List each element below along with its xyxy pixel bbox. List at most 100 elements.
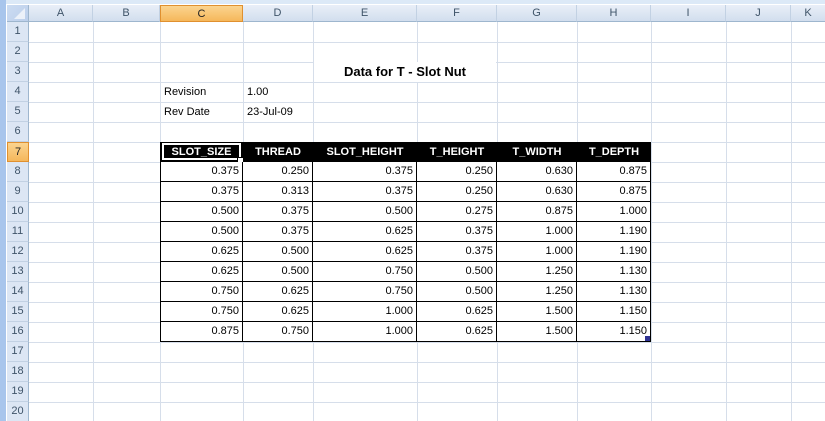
column-header-F[interactable]: F — [417, 5, 497, 22]
row-header-12[interactable]: 12 — [7, 242, 29, 262]
cell-H13[interactable]: 1.130 — [577, 262, 651, 282]
row-header-5[interactable]: 5 — [7, 102, 29, 122]
gridline-vertical — [726, 22, 727, 421]
row-header-6[interactable]: 6 — [7, 122, 29, 142]
column-header-A[interactable]: A — [29, 5, 93, 22]
cell-D10[interactable]: 0.375 — [243, 202, 313, 222]
row-header-17[interactable]: 17 — [7, 342, 29, 362]
cell-C10[interactable]: 0.500 — [160, 202, 243, 222]
column-header-H[interactable]: H — [577, 5, 651, 22]
cell-rev-date-label[interactable]: Rev Date — [164, 106, 210, 118]
cell-D15[interactable]: 0.625 — [243, 302, 313, 322]
row-header-9[interactable]: 9 — [7, 182, 29, 202]
cell-H8[interactable]: 0.875 — [577, 162, 651, 182]
cell-H16[interactable]: 1.150 — [577, 322, 651, 342]
row-header-8[interactable]: 8 — [7, 162, 29, 182]
cell-D8[interactable]: 0.250 — [243, 162, 313, 182]
cell-C9[interactable]: 0.375 — [160, 182, 243, 202]
cell-G13[interactable]: 1.250 — [497, 262, 577, 282]
cell-D14[interactable]: 0.625 — [243, 282, 313, 302]
cell-G15[interactable]: 1.500 — [497, 302, 577, 322]
cell-D12[interactable]: 0.500 — [243, 242, 313, 262]
cell-F16[interactable]: 0.625 — [417, 322, 497, 342]
cell-G11[interactable]: 1.000 — [497, 222, 577, 242]
cell-C13[interactable]: 0.625 — [160, 262, 243, 282]
row-header-13[interactable]: 13 — [7, 262, 29, 282]
table-header-T_HEIGHT[interactable]: T_HEIGHT — [417, 142, 497, 162]
cell-C15[interactable]: 0.750 — [160, 302, 243, 322]
cell-E16[interactable]: 1.000 — [313, 322, 417, 342]
cell-G9[interactable]: 0.630 — [497, 182, 577, 202]
cell-D13[interactable]: 0.500 — [243, 262, 313, 282]
cell-G14[interactable]: 1.250 — [497, 282, 577, 302]
cell-D16[interactable]: 0.750 — [243, 322, 313, 342]
cell-H10[interactable]: 1.000 — [577, 202, 651, 222]
cell-revision-value[interactable]: 1.00 — [247, 86, 269, 98]
table-header-SLOT_HEIGHT[interactable]: SLOT_HEIGHT — [313, 142, 417, 162]
cell-E15[interactable]: 1.000 — [313, 302, 417, 322]
cell-C8[interactable]: 0.375 — [160, 162, 243, 182]
cell-E10[interactable]: 0.500 — [313, 202, 417, 222]
cell-rev-date-value[interactable]: 23-Jul-09 — [247, 106, 293, 118]
row-header-11[interactable]: 11 — [7, 222, 29, 242]
row-header-1[interactable]: 1 — [7, 22, 29, 42]
fill-handle[interactable] — [238, 158, 243, 163]
cell-F14[interactable]: 0.500 — [417, 282, 497, 302]
cell-F10[interactable]: 0.275 — [417, 202, 497, 222]
cell-G12[interactable]: 1.000 — [497, 242, 577, 262]
cell-title[interactable]: Data for T - Slot Nut — [314, 62, 496, 82]
row-header-18[interactable]: 18 — [7, 362, 29, 382]
cell-H14[interactable]: 1.130 — [577, 282, 651, 302]
row-header-10[interactable]: 10 — [7, 202, 29, 222]
column-header-G[interactable]: G — [497, 5, 577, 22]
cell-H12[interactable]: 1.190 — [577, 242, 651, 262]
cell-C14[interactable]: 0.750 — [160, 282, 243, 302]
column-header-B[interactable]: B — [93, 5, 160, 22]
column-header-I[interactable]: I — [651, 5, 726, 22]
cell-G8[interactable]: 0.630 — [497, 162, 577, 182]
column-header-C[interactable]: C — [160, 5, 243, 22]
column-header-D[interactable]: D — [243, 5, 313, 22]
row-header-16[interactable]: 16 — [7, 322, 29, 342]
cell-E9[interactable]: 0.375 — [313, 182, 417, 202]
row-header-19[interactable]: 19 — [7, 382, 29, 402]
cell-F15[interactable]: 0.625 — [417, 302, 497, 322]
row-header-7[interactable]: 7 — [7, 142, 29, 162]
select-all-button[interactable] — [7, 5, 29, 22]
row-header-2[interactable]: 2 — [7, 42, 29, 62]
cell-E14[interactable]: 0.750 — [313, 282, 417, 302]
table-header-SLOT_SIZE[interactable]: SLOT_SIZE — [160, 142, 243, 163]
cell-revision-label[interactable]: Revision — [164, 86, 207, 98]
cell-E13[interactable]: 0.750 — [313, 262, 417, 282]
column-header-E[interactable]: E — [313, 5, 417, 22]
table-header-T_WIDTH[interactable]: T_WIDTH — [497, 142, 577, 162]
cell-F11[interactable]: 0.375 — [417, 222, 497, 242]
cell-E12[interactable]: 0.625 — [313, 242, 417, 262]
cell-E8[interactable]: 0.375 — [313, 162, 417, 182]
cell-H9[interactable]: 0.875 — [577, 182, 651, 202]
column-header-J[interactable]: J — [726, 5, 791, 22]
cell-C12[interactable]: 0.625 — [160, 242, 243, 262]
cell-H15[interactable]: 1.150 — [577, 302, 651, 322]
cell-C11[interactable]: 0.500 — [160, 222, 243, 242]
cell-D9[interactable]: 0.313 — [243, 182, 313, 202]
cell-F12[interactable]: 0.375 — [417, 242, 497, 262]
row-header-3[interactable]: 3 — [7, 62, 29, 82]
cell-F8[interactable]: 0.250 — [417, 162, 497, 182]
cell-G10[interactable]: 0.875 — [497, 202, 577, 222]
cell-G16[interactable]: 1.500 — [497, 322, 577, 342]
cell-E11[interactable]: 0.625 — [313, 222, 417, 242]
row-header-14[interactable]: 14 — [7, 282, 29, 302]
row-header-15[interactable]: 15 — [7, 302, 29, 322]
column-header-K[interactable]: K — [791, 5, 825, 22]
table-header-THREAD[interactable]: THREAD — [243, 142, 313, 162]
cell-C16[interactable]: 0.875 — [160, 322, 243, 342]
gridline-vertical — [93, 22, 94, 421]
cell-F9[interactable]: 0.250 — [417, 182, 497, 202]
table-header-T_DEPTH[interactable]: T_DEPTH — [577, 142, 651, 162]
row-header-4[interactable]: 4 — [7, 82, 29, 102]
cell-H11[interactable]: 1.190 — [577, 222, 651, 242]
cell-F13[interactable]: 0.500 — [417, 262, 497, 282]
cell-D11[interactable]: 0.375 — [243, 222, 313, 242]
row-header-20[interactable]: 20 — [7, 402, 29, 421]
